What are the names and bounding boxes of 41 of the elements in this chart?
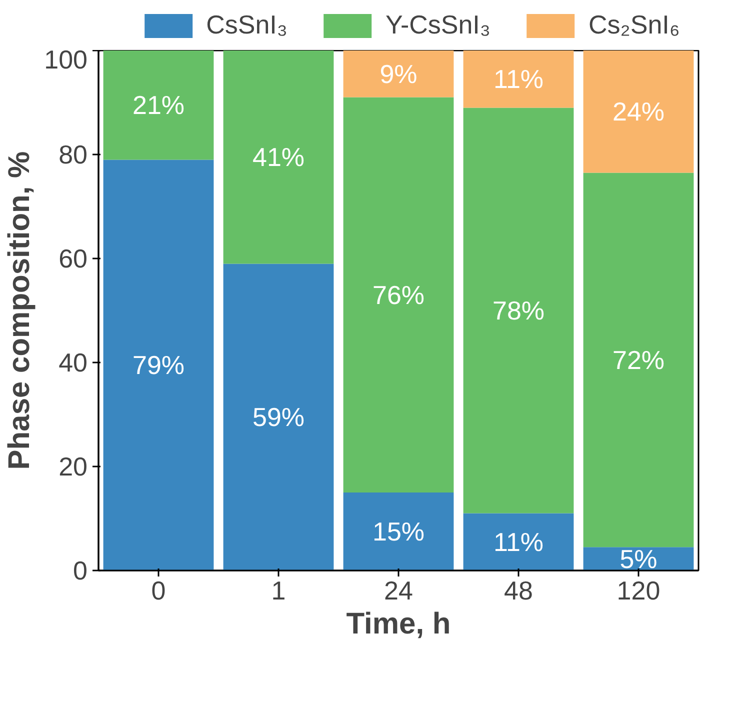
data-label: 21% (132, 90, 185, 120)
bar (223, 50, 334, 264)
x-tick-label: 48 (504, 576, 533, 606)
y-tick-label: 20 (58, 452, 88, 482)
data-label: 79% (132, 350, 185, 380)
x-tick-label: 24 (384, 576, 413, 606)
data-label: 76% (372, 280, 425, 310)
data-label: 72% (612, 344, 665, 375)
bar (583, 172, 694, 548)
y-tick-label: 40 (58, 348, 88, 378)
bar (583, 50, 694, 173)
data-label: 78% (492, 296, 545, 326)
bar (343, 50, 454, 98)
bar (343, 492, 454, 570)
bar (463, 513, 574, 570)
bar (103, 160, 214, 570)
data-label: 59% (252, 402, 305, 432)
x-axis-title: Time, h (346, 608, 451, 640)
bar (103, 50, 214, 160)
y-tick-label: 80 (58, 140, 88, 170)
data-label: 5% (620, 544, 658, 574)
data-label: 11% (493, 526, 544, 557)
y-tick-label: 100 (44, 44, 88, 74)
x-tick-label: 120 (616, 576, 660, 606)
y-tick-label: 60 (58, 244, 88, 274)
data-label: 15% (372, 516, 425, 546)
data-label: 11% (493, 64, 544, 94)
legend-label: CsSnI₃ (206, 10, 288, 40)
legend-label: Y-CsSnI₃ (385, 10, 491, 40)
y-tick-label: 0 (73, 556, 88, 586)
data-label: 41% (252, 142, 305, 172)
x-tick-label: 0 (151, 576, 166, 606)
bar (223, 264, 334, 570)
y-axis-title: Phase composition, % (3, 151, 36, 470)
bar (463, 50, 574, 108)
x-tick-label: 1 (271, 576, 286, 606)
legend-label: Cs₂SnI₆ (588, 10, 680, 40)
data-label: 9% (380, 58, 418, 89)
bar (343, 97, 454, 492)
data-label: 24% (612, 96, 665, 127)
bar (463, 108, 574, 514)
